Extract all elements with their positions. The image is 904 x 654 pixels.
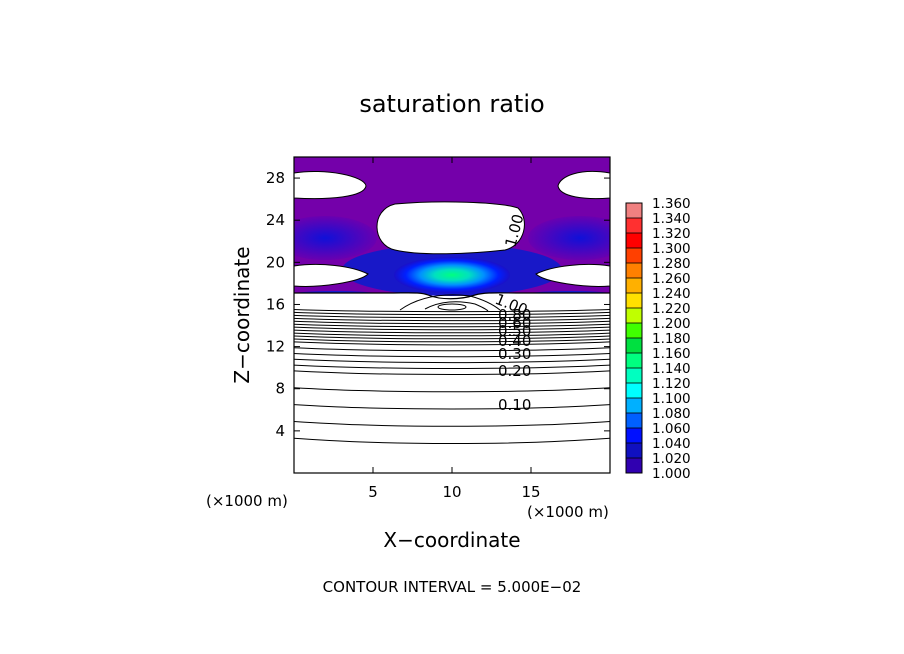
x-tick-label: 15 [521, 483, 540, 501]
colorbar-label: 1.040 [652, 436, 691, 452]
colorbar-swatch [626, 203, 642, 219]
contour-interval-note: CONTOUR INTERVAL = 5.000E−02 [323, 578, 582, 596]
y-tick-label: 20 [266, 253, 285, 271]
colorbar: 1.3601.3401.3201.3001.2801.2601.2401.220… [625, 196, 691, 482]
colorbar-label: 1.340 [652, 211, 691, 227]
x-axis-label: X−coordinate [383, 528, 520, 552]
contour-label: 0.40 [498, 332, 531, 350]
colorbar-swatch [626, 293, 642, 309]
contour-label: 0.50 [498, 322, 531, 340]
y-tick-label: 28 [266, 169, 285, 187]
colorbar-swatch [626, 233, 642, 249]
colorbar-swatch [626, 428, 642, 444]
contour-labels: 0.10 0.20 0.30 0.40 0.50 0.60 0.80 1.00 … [493, 212, 532, 414]
colorbar-swatch [626, 383, 642, 399]
contour-line [294, 404, 610, 410]
contour-line [294, 308, 610, 313]
colorbar-swatch [626, 323, 642, 339]
contour-label: 0.20 [498, 362, 531, 380]
colorbar-swatch [626, 368, 642, 384]
colorbar-swatch [626, 353, 642, 369]
y-tick-label: 4 [275, 422, 285, 440]
colorbar-label: 1.280 [652, 256, 691, 272]
x-tick-label: 10 [442, 483, 461, 501]
y-axis-unit: (×1000 m) [206, 492, 288, 510]
contour-lines-lower [294, 308, 610, 444]
colorbar-label: 1.200 [652, 316, 691, 332]
filled-contour-layer [294, 157, 610, 473]
colorbar-label: 1.220 [652, 301, 691, 317]
colorbar-swatch [626, 218, 642, 234]
contour-line [294, 314, 610, 319]
colorbar-swatch [626, 308, 642, 324]
contour-line [294, 364, 610, 370]
colorbar-label: 1.260 [652, 271, 691, 287]
x-tick-label: 5 [368, 483, 378, 501]
y-tick-label: 8 [275, 380, 285, 398]
colorbar-swatch [626, 413, 642, 429]
colorbar-label: 1.120 [652, 376, 691, 392]
colorbar-swatch [626, 458, 642, 474]
colorbar-label: 1.180 [652, 331, 691, 347]
x-axis-ticks: 5 10 15 [368, 157, 541, 501]
y-axis-label: Z−coordinate [230, 246, 254, 383]
contour-line [294, 387, 610, 393]
contour-label: 0.30 [498, 345, 531, 363]
colorbar-swatch [626, 398, 642, 414]
colorbar-swatch [626, 263, 642, 279]
colorbar-label: 1.160 [652, 346, 691, 362]
contour-line [294, 341, 610, 346]
contour-line [294, 353, 610, 358]
y-axis-ticks: 4 8 12 16 20 24 28 [266, 169, 610, 440]
chart-title: saturation ratio [359, 90, 544, 118]
contour-line [294, 370, 610, 375]
colorbar-label: 1.080 [652, 406, 691, 422]
colorbar-swatch [626, 338, 642, 354]
colorbar-label: 1.140 [652, 361, 691, 377]
colorbar-label: 1.020 [652, 451, 691, 467]
contour-line [294, 323, 610, 328]
y-tick-label: 16 [266, 295, 285, 313]
y-tick-label: 24 [266, 211, 285, 229]
contour-line [294, 311, 610, 316]
colorbar-label: 1.100 [652, 391, 691, 407]
colorbar-swatch [626, 443, 642, 459]
contour-line [294, 320, 610, 325]
contour-line [294, 338, 610, 343]
colorbar-label: 1.320 [652, 226, 691, 242]
contour-label: 0.60 [498, 314, 531, 332]
contour-line [294, 335, 610, 340]
colorbar-label: 1.240 [652, 286, 691, 302]
colorbar-label: 1.000 [652, 466, 691, 482]
contour-line [294, 326, 610, 331]
contour-line [294, 317, 610, 322]
contour-line [294, 437, 610, 444]
colorbar-label: 1.360 [652, 196, 691, 212]
contour-label: 0.10 [498, 396, 531, 414]
contour-line [294, 420, 610, 427]
contour-label: 0.80 [498, 306, 531, 324]
contour-line [294, 347, 610, 352]
contour-line [294, 332, 610, 337]
colorbar-swatch [626, 278, 642, 294]
y-tick-label: 12 [266, 338, 285, 356]
contour-line [294, 358, 610, 364]
colorbar-swatch [626, 248, 642, 264]
x-axis-unit: (×1000 m) [527, 503, 609, 521]
colorbar-label: 1.300 [652, 241, 691, 257]
contour-line [294, 329, 610, 334]
colorbar-label: 1.060 [652, 421, 691, 437]
